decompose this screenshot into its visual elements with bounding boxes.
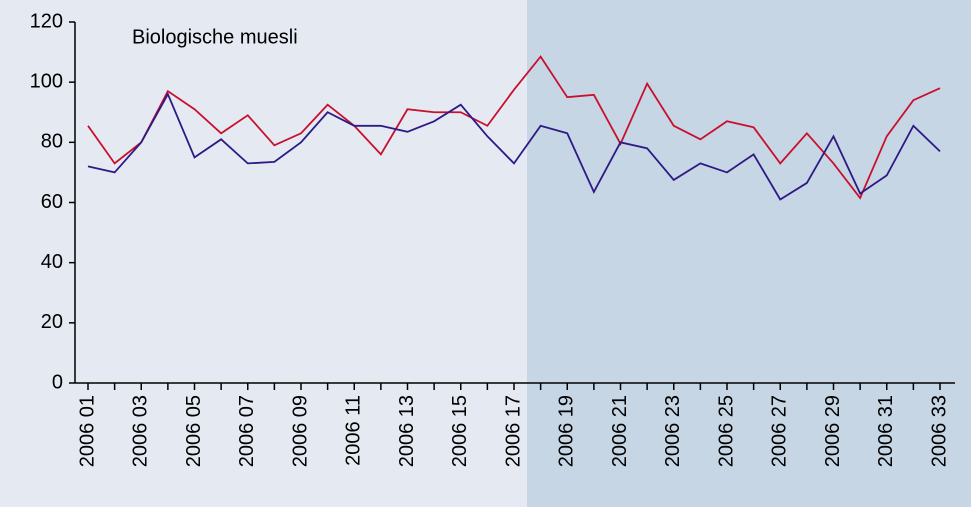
x-tick-label: 2006 23: [662, 395, 684, 467]
y-tick-label: 40: [41, 251, 63, 273]
x-tick-label: 2006 03: [130, 395, 152, 467]
x-tick-label: 2006 31: [875, 395, 897, 467]
shaded-region: [527, 0, 971, 507]
x-tick-label: 2006 09: [289, 395, 311, 467]
line-series: [87, 55, 941, 200]
x-tick-label: 2006 01: [76, 395, 98, 467]
x-tick-label: 2006 11: [343, 395, 365, 466]
x-tick-label: 2006 21: [609, 395, 631, 467]
x-tick-label: 2006 27: [769, 395, 791, 467]
line-series: [87, 92, 941, 201]
x-tick-label: 2006 33: [928, 395, 950, 467]
x-tick-label: 2006 07: [236, 395, 258, 467]
x-tick-label: 2006 13: [396, 395, 418, 467]
y-tick-label: 0: [52, 371, 63, 393]
chart-title: Biologische muesli: [132, 26, 298, 48]
x-tick-label: 2006 25: [715, 395, 737, 467]
y-tick-label: 20: [41, 311, 63, 333]
x-tick-label: 2006 29: [822, 395, 844, 467]
y-tick-label: 60: [41, 191, 63, 213]
x-tick-label: 2006 17: [502, 395, 524, 467]
y-tick-label: 80: [41, 131, 63, 153]
y-tick-label: 120: [30, 10, 63, 32]
x-tick-label: 2006 05: [183, 395, 205, 467]
x-tick-label: 2006 19: [556, 395, 578, 467]
y-tick-label: 100: [30, 70, 63, 92]
x-tick-label: 2006 15: [449, 395, 471, 467]
